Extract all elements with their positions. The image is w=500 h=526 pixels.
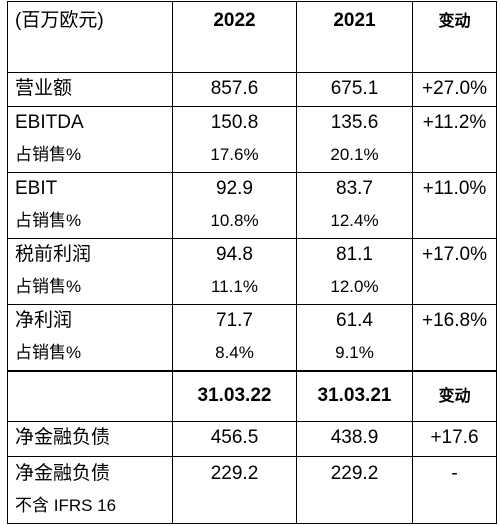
value-current: 94.8 [216, 244, 253, 265]
year-prior-header: 2021 [333, 10, 376, 31]
change-header: 变动 [438, 11, 471, 30]
value-prior: 229.2 [330, 463, 379, 484]
sub-row-label: 占销售% [15, 211, 82, 230]
table-border-left [7, 1, 8, 524]
section-divider [7, 370, 497, 372]
unit-label: (百万欧元) [15, 10, 104, 31]
row-label: 净金融负债 [15, 427, 111, 448]
row-divider [7, 304, 497, 305]
sub-value-prior: 12.0% [330, 277, 379, 296]
row-divider [7, 421, 497, 422]
value-prior: 135.6 [330, 112, 379, 133]
row-divider [7, 456, 497, 457]
row-label: EBITDA [15, 112, 84, 133]
value-change: +16.8% [422, 310, 487, 331]
row-label: EBIT [15, 178, 58, 199]
value-current: 456.5 [210, 427, 259, 448]
row-divider [7, 1, 497, 2]
row-label: 净金融负债 [15, 463, 111, 484]
sub-value-current: 17.6% [210, 145, 259, 164]
row-divider [7, 238, 497, 239]
row-divider [7, 106, 497, 107]
row-label: 营业额 [15, 78, 73, 99]
row-label: 净利润 [15, 310, 73, 331]
value-current: 92.9 [216, 178, 253, 199]
row-divider [7, 172, 497, 173]
date-current-header: 31.03.22 [197, 385, 272, 406]
table-border-bottom [7, 523, 497, 524]
value-prior: 675.1 [330, 78, 379, 99]
date-prior-header: 31.03.21 [317, 385, 392, 406]
value-change: +17.6 [430, 427, 479, 448]
row-label: 税前利润 [15, 244, 92, 265]
column-divider [296, 1, 297, 524]
table-border-right [496, 1, 497, 524]
value-change: +17.0% [422, 244, 487, 265]
sub-row-label: 占销售% [15, 145, 82, 164]
value-change: +11.0% [422, 178, 487, 199]
value-current: 857.6 [210, 78, 259, 99]
value-prior: 81.1 [336, 244, 373, 265]
sub-value-prior: 20.1% [330, 145, 379, 164]
sub-row-label: 占销售% [15, 277, 82, 296]
sub-value-prior: 12.4% [330, 211, 379, 230]
value-current: 229.2 [210, 463, 259, 484]
column-divider [172, 1, 173, 524]
change-header: 变动 [438, 386, 471, 405]
value-change: - [451, 463, 458, 484]
value-current: 71.7 [216, 310, 253, 331]
sub-value-current: 8.4% [215, 343, 254, 362]
row-divider [7, 72, 497, 73]
value-prior: 438.9 [330, 427, 379, 448]
value-prior: 83.7 [336, 178, 373, 199]
financial-summary-table: (百万欧元) 2022 2021 变动 营业额 857.6 675.1 +27.… [7, 1, 497, 524]
sub-row-label: 占销售% [15, 343, 82, 362]
value-change: +27.0% [422, 78, 487, 99]
column-divider [412, 1, 413, 524]
sub-value-current: 11.1% [211, 277, 258, 296]
value-current: 150.8 [210, 112, 259, 133]
value-prior: 61.4 [336, 310, 373, 331]
row-label-line2: 不含 IFRS 16 [15, 496, 117, 515]
sub-value-current: 10.8% [210, 211, 259, 230]
year-current-header: 2022 [213, 10, 256, 31]
sub-value-prior: 9.1% [335, 343, 374, 362]
value-change: +11.2% [422, 112, 487, 133]
